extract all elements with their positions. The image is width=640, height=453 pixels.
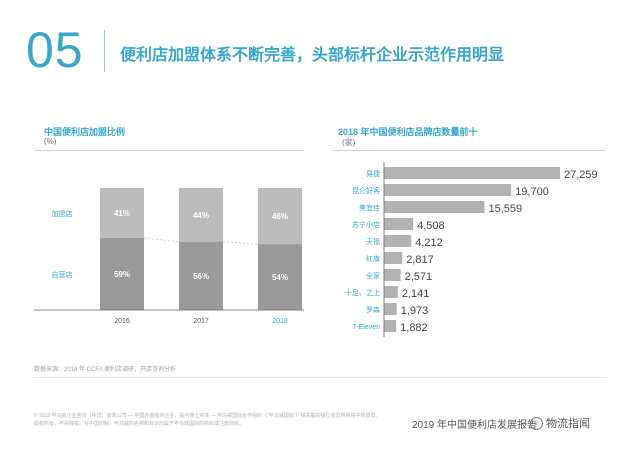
data-label: 56% bbox=[193, 272, 209, 281]
data-label: 4,508 bbox=[417, 220, 445, 232]
data-label: 19,700 bbox=[515, 186, 549, 198]
bar-segment-franchise bbox=[100, 188, 144, 239]
x-tick-label: 2016 bbox=[114, 318, 130, 325]
data-label: 15,559 bbox=[488, 203, 522, 215]
bar bbox=[384, 184, 512, 196]
y-tick-label: 全家 bbox=[366, 271, 380, 280]
data-label: 4,212 bbox=[415, 237, 443, 249]
source-divider bbox=[34, 377, 606, 378]
top-brands-chart: 易捷 27,259 昆仑好客 19,700 美宜佳 15,559 苏宁小店 4,508 天福 4,… bbox=[345, 162, 598, 337]
bar-segment-franchise bbox=[179, 188, 223, 242]
x-tick-label: 2018 bbox=[272, 318, 288, 325]
boundary-connector bbox=[143, 237, 180, 243]
bar bbox=[384, 235, 412, 247]
watermark-text: 物流指闻 bbox=[546, 418, 590, 430]
bar bbox=[384, 320, 397, 332]
section-number: 05 bbox=[26, 22, 84, 78]
y-tick-label: 昆仑好客 bbox=[352, 186, 380, 195]
bar bbox=[384, 218, 414, 230]
y-tick-label: 苏宁小店 bbox=[352, 220, 380, 229]
legend-owned: 自营店 bbox=[52, 270, 73, 279]
bar bbox=[384, 201, 485, 213]
data-label: 46% bbox=[272, 212, 288, 221]
data-label: 27,259 bbox=[564, 169, 598, 181]
bar bbox=[384, 269, 401, 281]
y-tick-label: 易捷 bbox=[366, 169, 380, 178]
y-tick-label: 天福 bbox=[366, 237, 380, 246]
x-tick-label: 2017 bbox=[193, 318, 209, 325]
data-label: 44% bbox=[193, 211, 209, 220]
bar bbox=[384, 286, 398, 298]
data-label: 1,882 bbox=[400, 322, 428, 334]
right-chart-rule bbox=[332, 150, 606, 151]
y-tick-label: 红旗 bbox=[366, 254, 380, 263]
data-source-note: 数据来源：2018 年 CCFA 便利店调研，开店咨询分析 bbox=[34, 367, 177, 373]
watermark: ☺ 物流指闻 bbox=[530, 415, 590, 431]
data-label: 41% bbox=[114, 209, 130, 218]
data-label: 59% bbox=[114, 270, 130, 279]
data-label: 2,571 bbox=[405, 271, 433, 283]
y-tick-label: 罗森 bbox=[366, 305, 380, 314]
right-chart-title: 2018 年中国便利店品牌店数量前十 bbox=[338, 127, 478, 137]
y-tick-label: 7-Eleven bbox=[352, 324, 380, 331]
bar-segment-franchise bbox=[258, 188, 302, 245]
data-label: 2,817 bbox=[406, 254, 434, 266]
boundary-connector bbox=[222, 241, 259, 245]
bar-segment-owned bbox=[179, 241, 223, 310]
right-chart-unit: (家) bbox=[342, 138, 356, 147]
legend-franchise: 加盟店 bbox=[52, 209, 73, 218]
bar bbox=[384, 252, 403, 264]
bar-segment-owned bbox=[258, 244, 302, 310]
left-chart-title: 中国便利店加盟比例 bbox=[44, 127, 126, 137]
wechat-icon: ☺ bbox=[530, 416, 543, 430]
header-divider bbox=[104, 30, 105, 72]
y-tick-label: 美宜佳 bbox=[359, 203, 380, 212]
left-chart-unit: (%) bbox=[44, 137, 57, 146]
bar bbox=[384, 167, 560, 179]
data-label: 54% bbox=[272, 273, 288, 282]
copyright-notice: © 2019 毕马威企业咨询（中国）有限公司 — 中国外商独资企业，是与瑞士实体… bbox=[34, 413, 381, 427]
page-title: 便利店加盟体系不断完善，头部标杆企业示范作用明显 bbox=[120, 47, 505, 64]
left-chart-rule bbox=[34, 150, 304, 151]
bar-segment-owned bbox=[100, 238, 144, 310]
data-label: 1,973 bbox=[401, 305, 429, 317]
y-tick-label: 十足、之上 bbox=[345, 288, 380, 297]
report-title: 2019 年中国便利店发展报告 bbox=[412, 420, 538, 431]
data-label: 2,141 bbox=[402, 288, 430, 300]
bar bbox=[384, 303, 397, 315]
